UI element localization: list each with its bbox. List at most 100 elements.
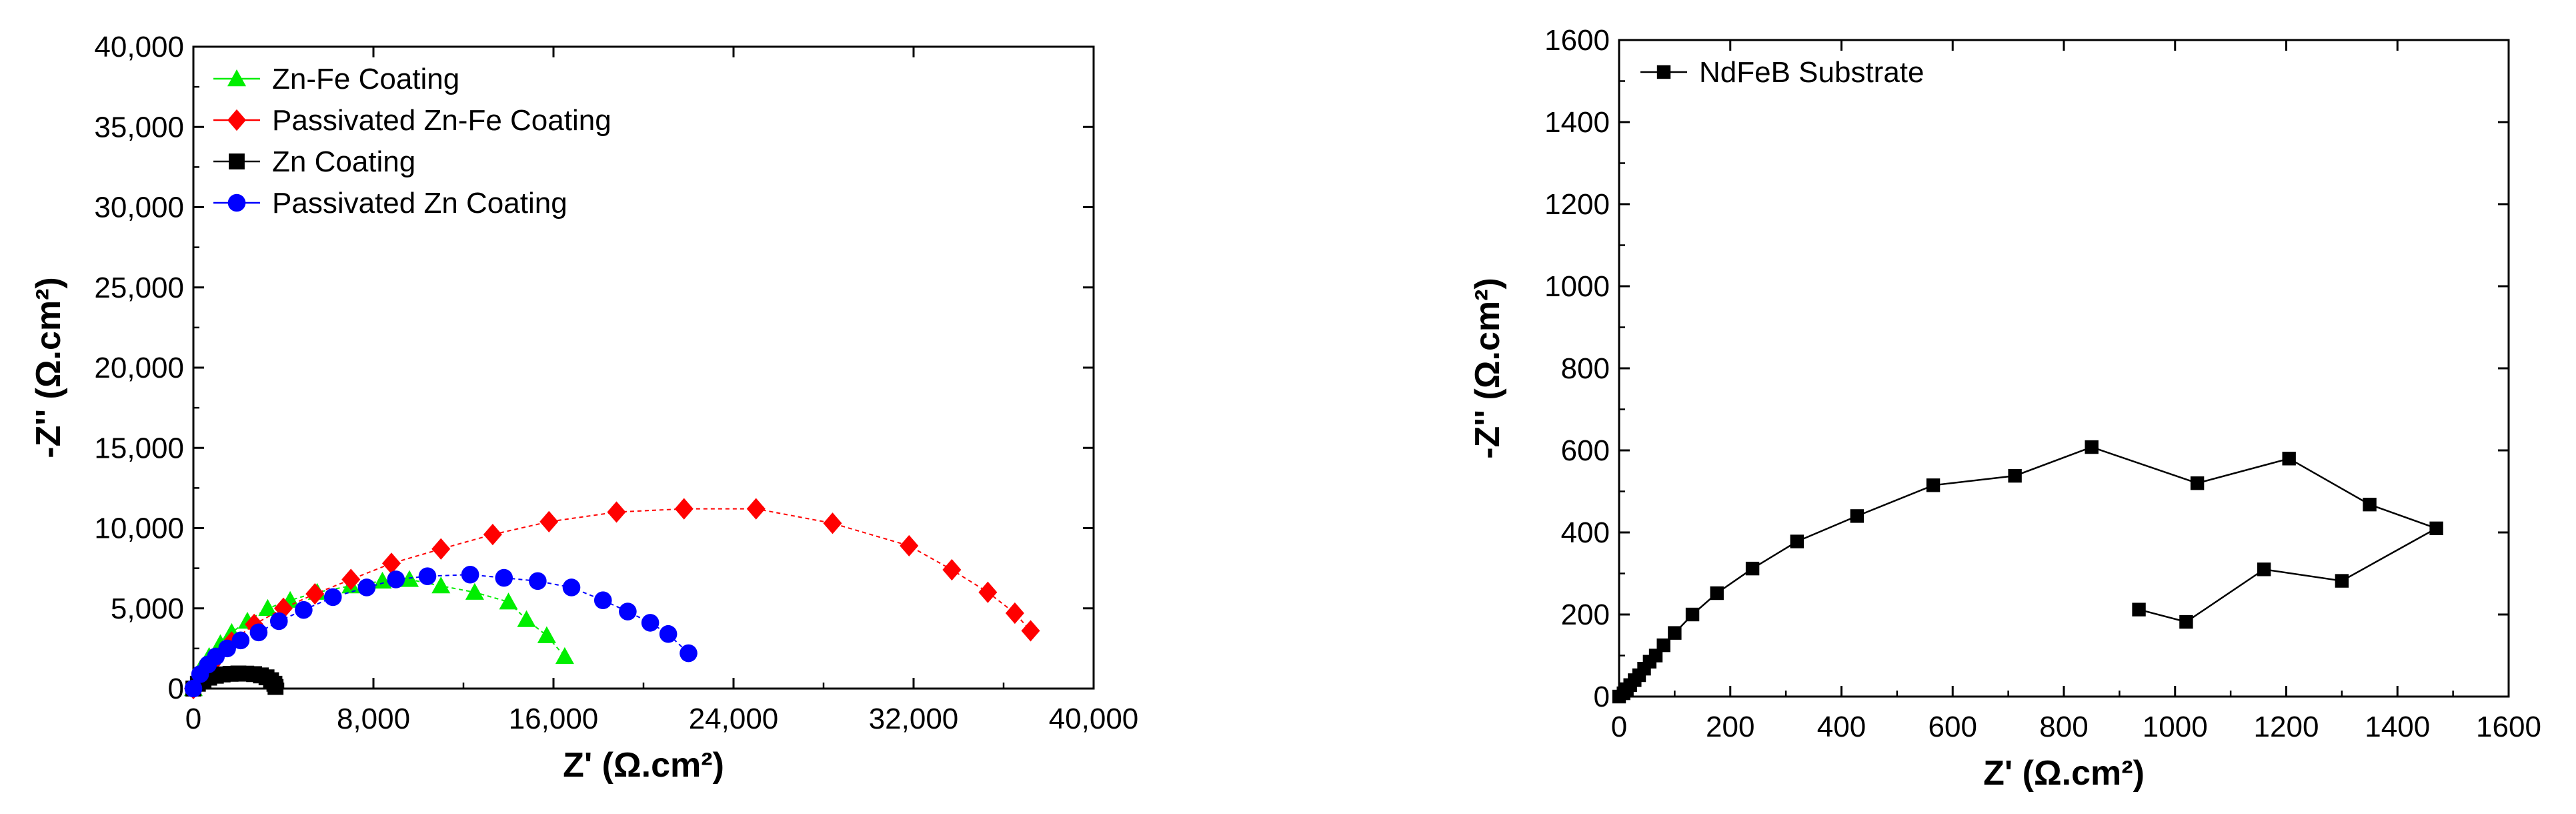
chart-coatings: 0 8,000 16,000 24,000 32,000 40,000 0 5,000 10,0… (29, 31, 1138, 785)
data-point (2179, 615, 2193, 629)
data-point (295, 600, 313, 619)
y-tick-label: 1400 (1544, 106, 1610, 139)
data-point (900, 534, 919, 557)
legend-label: Passivated Zn-Fe Coating (272, 104, 611, 137)
data-point (529, 572, 547, 590)
y-tick-label: 0 (1594, 681, 1610, 713)
data-point (1656, 638, 1670, 653)
y-axis-label: -Z'' (Ω.cm²) (1468, 278, 1507, 459)
data-point (2257, 562, 2271, 576)
data-point (2429, 521, 2443, 536)
data-point (2085, 440, 2099, 454)
data-point (218, 639, 236, 658)
data-point (1685, 607, 1700, 622)
x-tick-label: 200 (1706, 711, 1754, 743)
data-point (231, 631, 250, 650)
data-point (1745, 561, 1760, 576)
y-tick-label: 30,000 (94, 191, 184, 224)
data-point (1850, 509, 1864, 523)
plot-frame (1618, 39, 2510, 698)
data-point (2190, 476, 2205, 490)
data-point (746, 498, 766, 520)
x-tick-label: 1200 (2254, 711, 2319, 743)
legend-marker (229, 153, 245, 169)
x-tick-label: 24,000 (689, 703, 779, 735)
data-point (641, 614, 660, 632)
data-point (1790, 534, 1804, 548)
y-tick-label: 1200 (1544, 188, 1610, 221)
data-point (461, 565, 479, 584)
data-point (517, 610, 536, 627)
data-point (607, 501, 626, 523)
x-axis-label: Z' (Ω.cm²) (563, 746, 724, 785)
data-point (539, 510, 559, 532)
x-tick-label: 400 (1817, 711, 1866, 743)
data-point (341, 568, 361, 590)
x-tick-label: 1600 (2476, 711, 2541, 743)
y-tick-label: 20,000 (94, 352, 184, 384)
data-point (1005, 602, 1024, 625)
data-point (2335, 574, 2349, 588)
data-point (382, 552, 401, 574)
data-point (269, 612, 288, 631)
data-point (555, 647, 574, 665)
data-point (537, 626, 556, 643)
y-tick-label: 5,000 (111, 592, 184, 625)
data-point (431, 576, 451, 594)
data-point (1021, 620, 1040, 642)
data-point (1648, 649, 1663, 663)
x-tick-label: 40,000 (1049, 703, 1139, 735)
legend-label: Zn Coating (272, 145, 415, 178)
chart-ndfeb-substrate: 0 200 400 600 800 1000 1200 1400 1600 0 200 400 600 8… (1468, 24, 2541, 793)
data-point (305, 583, 325, 605)
data-point (978, 581, 998, 603)
series-line-1 (193, 508, 1032, 689)
y-tick-label: 200 (1561, 598, 1610, 631)
data-point (1710, 586, 1724, 600)
y-tick-label: 600 (1561, 434, 1610, 467)
data-point (431, 538, 451, 560)
data-point (499, 592, 518, 610)
data-point (249, 623, 268, 642)
data-point (323, 588, 342, 606)
data-point (495, 568, 513, 587)
data-point (465, 582, 484, 600)
data-point (593, 591, 612, 610)
x-tick-label: 0 (185, 703, 201, 735)
y-tick-label: 35,000 (94, 111, 184, 143)
data-point (245, 613, 264, 635)
data-point (942, 558, 962, 581)
data-point (357, 578, 376, 596)
y-tick-label: 400 (1561, 516, 1610, 549)
data-point (2363, 497, 2377, 512)
x-axis-label: Z' (Ω.cm²) (1983, 754, 2145, 793)
data-point (184, 679, 203, 698)
data-point (258, 598, 277, 616)
data-point (267, 679, 284, 695)
data-point (1926, 478, 1941, 492)
legend-marker (227, 109, 246, 131)
data-point (674, 498, 694, 520)
legend-marker (227, 193, 246, 212)
y-tick-label: 1000 (1544, 270, 1610, 303)
y-tick-label: 10,000 (94, 512, 184, 545)
data-point (562, 578, 581, 596)
x-tick-label: 1400 (2365, 711, 2430, 743)
y-tick-label: 15,000 (94, 432, 184, 464)
y-tick-label: 1600 (1544, 24, 1610, 57)
y-axis-label: -Z'' (Ω.cm²) (29, 277, 68, 458)
x-tick-label: 16,000 (509, 703, 599, 735)
y-tick-label: 800 (1561, 352, 1610, 385)
data-point (1668, 626, 1682, 640)
x-tick-label: 600 (1928, 711, 1977, 743)
data-point (418, 567, 437, 585)
data-point (483, 524, 502, 546)
legend-marker (1656, 65, 1671, 79)
data-point (2008, 468, 2022, 483)
x-tick-label: 800 (2039, 711, 2088, 743)
data-point (619, 602, 637, 621)
x-tick-label: 0 (1611, 711, 1627, 743)
y-tick-label: 25,000 (94, 272, 184, 304)
y-tick-label: 40,000 (94, 31, 184, 63)
